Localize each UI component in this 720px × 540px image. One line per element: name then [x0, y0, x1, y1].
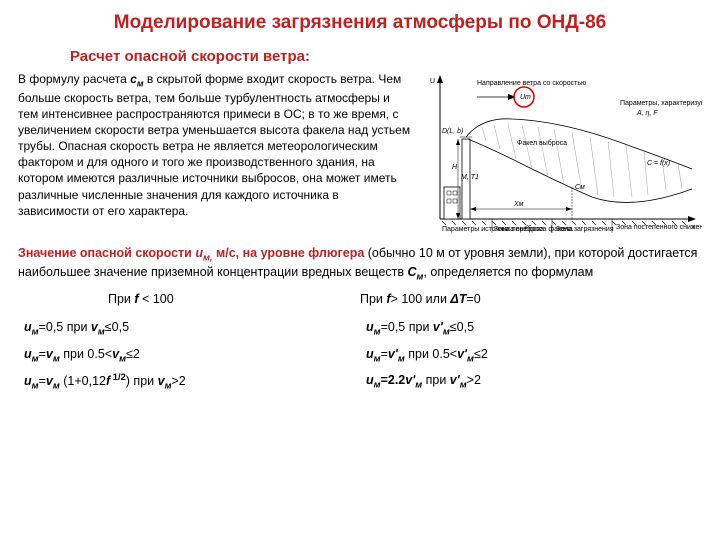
l2e2: ≤2 [126, 347, 140, 361]
r3b: v' [405, 373, 415, 387]
b2-um-sub: м, [203, 253, 213, 263]
r2e2: ≤2 [474, 347, 488, 361]
l1b: v [91, 320, 98, 334]
l2m: = [39, 347, 46, 361]
r3e2: >2 [467, 373, 481, 387]
right-line2: uм=v'м при 0.5<v'м≤2 [360, 342, 702, 369]
para1-prefix: В формулу расчета [18, 72, 130, 86]
plume-diagram: U x [422, 69, 702, 239]
l3exp: 1/2 [110, 372, 126, 382]
c-symbol: c [130, 72, 137, 86]
svg-text:Xм: Xм [513, 201, 524, 208]
svg-text:Факел выброса: Факел выброса [517, 139, 567, 147]
left-line2: uм=vм при 0.5<vм≤2 [18, 342, 360, 369]
rh-pre: При [360, 292, 386, 306]
r1a: u [366, 320, 374, 334]
diagram-svg: U x [422, 69, 702, 239]
l3a: u [24, 374, 32, 388]
svg-text:Um: Um [520, 94, 531, 101]
svg-text:M, T1: M, T1 [461, 174, 479, 181]
r2as: м [374, 353, 381, 363]
svg-text:U: U [430, 78, 435, 85]
right-line3: uм=2.2v'м при v'м>2 [360, 368, 702, 395]
l1m: =0,5 при [39, 320, 91, 334]
r1e: ≤0,5 [450, 320, 474, 334]
svg-text:Зона постепенного снижения уро: Зона постепенного снижения уровня загряз… [616, 224, 702, 231]
right-column: При f> 100 или ΔT=0 uм=0,5 при v'м≤0,5 u… [360, 289, 702, 396]
svg-text:A, η, F: A, η, F [636, 110, 658, 117]
l2b: v [46, 347, 53, 361]
intro-paragraph: В формулу расчета cм в скрытой форме вхо… [18, 69, 412, 239]
svg-text:Cм: Cм [575, 184, 585, 191]
r3e: при [422, 373, 450, 387]
svg-text:Зона загрязнения: Зона загрязнения [556, 226, 614, 233]
l3cl: ) при [126, 374, 158, 388]
r2c: v' [457, 347, 467, 361]
right-line1: uм=0,5 при v'м≤0,5 [360, 315, 702, 342]
l1a: u [24, 320, 32, 334]
r3c: v' [450, 373, 460, 387]
left-line3: uм=vм (1+0,12f 1/2) при vм>2 [18, 368, 360, 396]
b2-intro: Значение опасной скорости [18, 246, 195, 260]
b2-um: u [195, 246, 203, 260]
rh-eq: =0 [466, 292, 480, 306]
r1as: м [374, 327, 381, 337]
l3c: v [158, 374, 165, 388]
r2a: u [366, 347, 374, 361]
l2e: при 0.5< [60, 347, 112, 361]
l3p: (1+0,12 [60, 374, 106, 388]
rh-dt: ΔT [450, 292, 466, 306]
left-header: При f < 100 [18, 289, 360, 315]
r3as: м [374, 380, 381, 390]
l2cs: м [119, 353, 126, 363]
r2e: при 0.5< [405, 347, 457, 361]
r3m: =2.2 [381, 373, 406, 387]
l2a: u [24, 347, 32, 361]
l3bs: м [53, 381, 60, 391]
rh-cond: > 100 или [391, 292, 451, 306]
b2-Cm: C [408, 265, 417, 279]
svg-text:Направление ветра со скоростью: Направление ветра со скоростью [477, 80, 586, 87]
right-header: При f> 100 или ΔT=0 [360, 289, 702, 315]
l3cs: м [165, 381, 172, 391]
l3m: = [39, 374, 46, 388]
r2m: = [381, 347, 388, 361]
r1m: =0,5 при [381, 320, 433, 334]
conditions-row: При f < 100 uм=0,5 при vм≤0,5 uм=vм при … [0, 283, 720, 396]
l1e: ≤0,5 [105, 320, 129, 334]
r1bs: м [443, 327, 450, 337]
l1bs: м [98, 327, 105, 337]
r3a: u [366, 373, 374, 387]
content-row: В формулу расчета cм в скрытой форме вхо… [0, 69, 720, 239]
svg-text:C = f(x): C = f(x) [647, 160, 670, 167]
left-column: При f < 100 uм=0,5 при vм≤0,5 uм=vм при … [18, 289, 360, 396]
r3cs: м [460, 380, 467, 390]
section-subtitle: Расчет опасной скорости ветра: [0, 42, 720, 69]
lh-pre: При [108, 292, 134, 306]
l2bs: м [53, 353, 60, 363]
r2b: v' [388, 347, 398, 361]
r2bs: м [398, 353, 405, 363]
definition-block: Значение опасной скорости uм, м/с, на ур… [0, 239, 720, 283]
page-title: Моделирование загрязнения атмосферы по О… [0, 0, 720, 42]
lh-cond: < 100 [139, 292, 174, 306]
b2-units: м/с, на уровне флюгера [213, 246, 365, 260]
l1as: м [32, 327, 39, 337]
svg-text:Параметры, характеризующие мес: Параметры, характеризующие местность: [620, 100, 702, 107]
svg-text:D(L, b): D(L, b) [442, 128, 463, 135]
r2cs: м [467, 353, 474, 363]
left-line1: uм=0,5 при vм≤0,5 [18, 315, 360, 342]
r1b: v' [433, 320, 443, 334]
l2as: м [32, 353, 39, 363]
l3b: v [46, 374, 53, 388]
l3e: >2 [172, 374, 186, 388]
para1-rest: в скрытой форме входит скорость ветра. Ч… [18, 72, 410, 218]
b2-end: , определяется по формулам [423, 265, 593, 279]
l3as: м [32, 381, 39, 391]
